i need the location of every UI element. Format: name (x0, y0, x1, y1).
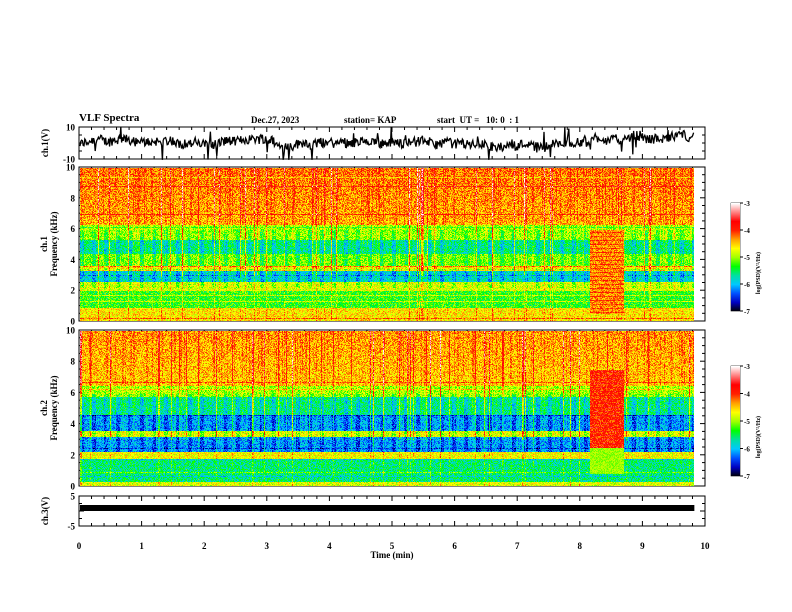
ch1-spectrogram-ylabel-frequency: Frequency (kHz) (49, 211, 59, 276)
ch1-spectrogram-colorbar-tick-label: -6 (744, 281, 750, 289)
time-xtick-label: 0 (77, 541, 82, 551)
ch1-waveform-ytick-label: -10 (63, 155, 75, 165)
time-xtick-label: 4 (327, 541, 332, 551)
ch1-colorbar-image (731, 203, 740, 311)
ch2-spectrogram-ytick-label: 6 (71, 388, 76, 398)
ch1-spectrogram-ytick-label: 10 (66, 163, 76, 173)
ch1-spectrogram-colorbar-tick-label: -3 (744, 200, 750, 208)
ch2-spectrogram-colorbar-tick-label: -6 (744, 446, 750, 454)
ch2-spectrogram-ytick-label: 8 (71, 357, 76, 367)
ch3-waveform-ytick-label: 5 (71, 492, 76, 502)
time-xtick-label: 2 (202, 541, 207, 551)
ch1-spectrogram-ytick-label: 6 (71, 224, 76, 234)
ch2-spectrogram-ytick-label: 10 (66, 326, 76, 336)
date-label: Dec.27, 2023 (251, 115, 300, 125)
ch2-spectrogram-ylabel-channel: ch.2 (39, 400, 49, 416)
ch2-spectrogram-colorbar-tick-label: -3 (744, 363, 750, 371)
ch3-waveform-line (80, 505, 695, 511)
time-xtick-label: 9 (640, 541, 645, 551)
time-xaxis-label: Time (min) (370, 550, 413, 560)
ch2-spectrogram-colorbar-tick-label: -5 (744, 418, 750, 426)
ch2-spectrogram-colorbar-tick-label: -4 (744, 391, 750, 399)
time-xtick-label: 1 (139, 541, 144, 551)
time-xtick-label: 6 (452, 541, 457, 551)
station-label: station= KAP (344, 115, 397, 125)
ch1-spectrogram-ytick-label: 8 (71, 193, 76, 203)
ch1-waveform-ylabel: ch.1(V) (40, 129, 50, 157)
ch1-waveform-ytick-label: 10 (66, 123, 76, 133)
ch1-waveform-line (79, 126, 695, 160)
ch2-spectrogram-ylabel-frequency: Frequency (kHz) (49, 375, 59, 440)
ch2-spectrogram-ytick-label: 2 (71, 450, 76, 460)
ch1-spectrogram-image (80, 168, 694, 321)
ch1-spectrogram-ytick-label: 0 (71, 317, 76, 327)
ch2-spectrogram-ytick-label: 0 (71, 482, 76, 492)
ch1-spectrogram-colorbar-tick-label: -7 (744, 308, 750, 316)
ch1-spectrogram-colorbar-tick-label: -5 (744, 254, 750, 262)
ch1-spectrogram-ytick-label: 2 (71, 286, 76, 296)
time-xtick-label: 7 (515, 541, 520, 551)
ch1-spectrogram-ylabel-channel: ch.1 (39, 236, 49, 252)
ch2-spectrogram-image (80, 331, 694, 486)
ch1-spectrogram-colorbar-label: log(PSD)(V²/Hz) (755, 252, 762, 294)
ch2-spectrogram-colorbar-label: log(PSD)(V²/Hz) (755, 416, 762, 458)
ch1-spectrogram-ytick-label: 4 (71, 255, 76, 265)
ch3-waveform-ylabel: ch.3(V) (40, 497, 50, 525)
time-xtick-label: 3 (265, 541, 270, 551)
ch2-colorbar-image (731, 366, 740, 476)
ch3-waveform-ytick-label: -5 (68, 522, 76, 532)
ch2-spectrogram-colorbar-tick-label: -7 (744, 473, 750, 481)
figure-title: VLF Spectra (79, 112, 140, 124)
ch1-spectrogram-colorbar-tick-label: -4 (744, 227, 750, 235)
time-xtick-label: 8 (578, 541, 583, 551)
time-xtick-label: 10 (701, 541, 711, 551)
time-xtick-label: 5 (390, 541, 395, 551)
ch2-spectrogram-ytick-label: 4 (71, 419, 76, 429)
start-ut-label: start UT = 10: 0 : 1 (437, 115, 519, 125)
